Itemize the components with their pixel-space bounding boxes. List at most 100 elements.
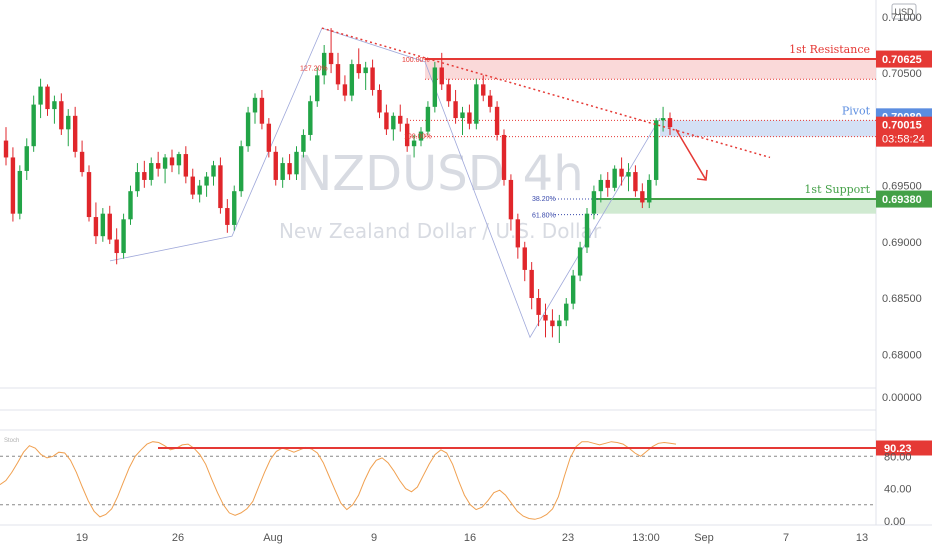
fib-label-upper-100: 100.00% <box>402 57 430 64</box>
candle-body <box>176 154 182 166</box>
support-zone[interactable] <box>596 199 876 214</box>
candle-body <box>45 86 50 110</box>
candle-body <box>169 157 175 166</box>
candle-body <box>584 213 590 248</box>
candle-body <box>24 146 29 171</box>
harmonic-pattern-lines[interactable] <box>109 27 661 339</box>
candle-body <box>121 219 126 254</box>
oscillator-level-badge <box>876 440 932 456</box>
candle-body <box>86 172 92 218</box>
candle-body <box>626 172 631 177</box>
candle-body <box>183 154 189 177</box>
candle-body <box>667 118 673 128</box>
candle-body <box>564 303 569 321</box>
candle-body <box>315 75 320 102</box>
candle-body <box>17 170 23 214</box>
candle-body <box>31 104 36 147</box>
candle-body <box>619 168 624 177</box>
oscillator-tick-label: 40.00 <box>884 484 912 496</box>
candle-body <box>72 115 78 152</box>
currency-label: USD <box>894 7 914 17</box>
candle-body <box>356 64 361 74</box>
support-price-badge <box>876 190 932 208</box>
price-tick-label: 0.69000 <box>882 237 922 249</box>
fib-label-support-618: 61.80% <box>532 213 556 220</box>
candle-body <box>52 101 57 110</box>
candle-body <box>162 157 168 169</box>
time-tick-label: 13 <box>856 532 868 544</box>
candle-body <box>384 112 389 130</box>
candle-body <box>633 172 638 192</box>
candle-body <box>252 97 258 113</box>
candle-body <box>204 176 209 186</box>
fib-label-upper-127: 127.20% <box>300 65 328 72</box>
candle-body <box>404 123 410 147</box>
resistance-price-badge <box>876 50 932 68</box>
candle-body <box>335 64 341 85</box>
candle-body <box>3 140 9 158</box>
candle-body <box>273 151 278 180</box>
candle-body <box>79 151 85 173</box>
price-axis-ticks: 0.71000 0.70500 0.69500 0.69000 0.68500 0.680… <box>882 12 922 361</box>
resistance-price-value: 0.70625 <box>882 54 922 66</box>
candle-body <box>487 95 493 107</box>
time-tick-label: 7 <box>783 532 789 544</box>
bar-countdown: 03:58:24 <box>882 134 925 146</box>
oscillator-line[interactable] <box>0 441 677 520</box>
candle-body <box>190 176 195 195</box>
candle-body <box>211 165 216 177</box>
resistance-zone[interactable] <box>425 59 876 80</box>
price-tick-label: 0.71000 <box>882 12 922 24</box>
candle-body <box>418 131 424 141</box>
time-tick-label: 26 <box>172 532 184 544</box>
candle-body <box>432 67 438 107</box>
candle-body <box>142 172 147 180</box>
candle-body <box>225 208 230 225</box>
candle-body <box>481 84 486 96</box>
oscillator-level-value: 90.23 <box>884 443 912 455</box>
time-axis-ticks: 19 26 Aug 9 16 23 13:00 Sep 7 13 <box>76 532 868 544</box>
candle-body <box>155 163 161 169</box>
candle-body <box>232 191 237 225</box>
candle-body <box>522 247 527 270</box>
current-price-value: 0.70015 <box>882 120 922 132</box>
price-tick-label: 0.69500 <box>882 181 922 193</box>
candle-body <box>197 185 202 195</box>
candle-body <box>349 64 355 96</box>
watermark-description: New Zealand Dollar / U.S. Dollar <box>279 219 602 243</box>
candle-body <box>612 168 617 188</box>
candle-body <box>370 67 375 90</box>
candle-body <box>38 86 43 105</box>
candle-body <box>411 140 417 147</box>
time-tick-label: 9 <box>371 532 377 544</box>
candle-body <box>536 298 541 315</box>
candle-body <box>66 115 71 130</box>
candle-body <box>328 52 334 65</box>
candle-body <box>508 179 514 220</box>
support-price-value: 0.69380 <box>882 194 922 206</box>
candle-body <box>280 163 285 180</box>
pivot-zone[interactable] <box>660 120 876 137</box>
oscillator-name: Stoch <box>4 438 19 444</box>
price-axis-background[interactable] <box>876 0 932 550</box>
time-tick-label: 23 <box>562 532 574 544</box>
candle-body <box>494 106 500 135</box>
candle-body <box>467 112 472 124</box>
candle-body <box>135 172 140 192</box>
price-tick-label: 0.68500 <box>882 293 922 305</box>
time-tick-label: 13:00 <box>632 532 660 544</box>
watermark-symbol: NZDUSD 4h <box>296 146 583 202</box>
currency-badge[interactable] <box>891 3 917 20</box>
candle-body <box>605 179 610 188</box>
time-tick-label: 19 <box>76 532 88 544</box>
candle-body <box>321 52 327 76</box>
candle-body <box>245 112 251 147</box>
candlestick-series[interactable] <box>3 28 673 344</box>
projection-arrow[interactable] <box>675 128 708 181</box>
candle-body <box>439 67 444 85</box>
current-price-badge <box>876 116 932 147</box>
price-tick-label: 0.70500 <box>882 68 922 80</box>
candle-body <box>598 179 604 192</box>
